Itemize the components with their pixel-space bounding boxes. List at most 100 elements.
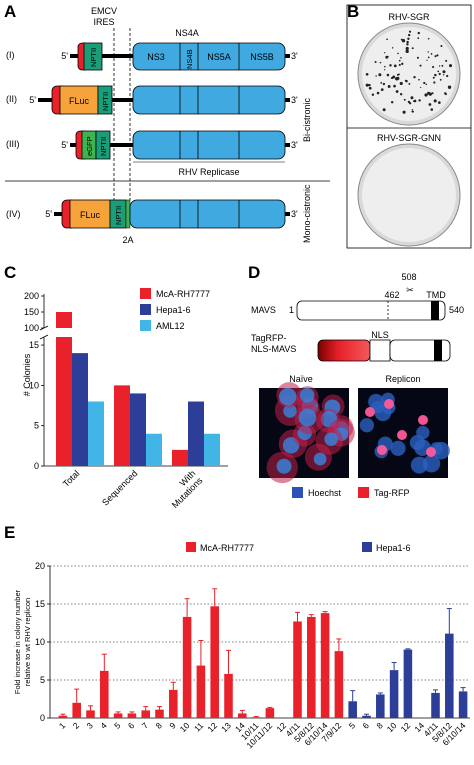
nucleus: [409, 435, 426, 451]
colony-dot: [393, 64, 397, 68]
monocistronic-label: Mono-cistronic: [302, 184, 312, 243]
legend-label: McA-RH7777: [156, 289, 210, 299]
five-prime-label: 5': [29, 95, 36, 105]
colony-dot: [434, 55, 437, 58]
colony-dot: [401, 62, 404, 65]
position-540: 540: [449, 305, 464, 315]
x-tick-label: WithMutations: [163, 468, 205, 510]
hoechst-swatch: [292, 487, 303, 498]
colony-dot: [398, 59, 401, 62]
egfp-label: eGFP: [85, 136, 94, 156]
colony-dot: [445, 93, 448, 96]
colony-dot: [445, 59, 448, 62]
y-tick-label: 15: [35, 599, 45, 609]
colony-dots: [365, 30, 453, 114]
nucleus: [422, 454, 441, 473]
ns5a-label: NS5A: [207, 52, 231, 62]
y-tick-label: 5: [40, 675, 45, 685]
colony-dot: [391, 47, 394, 49]
y-tick-label: 200: [24, 291, 39, 301]
colony-dot: [412, 100, 415, 102]
bar: [389, 670, 399, 718]
bar: [56, 312, 72, 328]
nucleus: [390, 440, 406, 456]
five-prime-label: 5': [61, 140, 68, 150]
ns3-label: NS3: [147, 52, 165, 62]
bar: [320, 613, 330, 718]
nucleus: [276, 458, 292, 474]
panel-c-chart: 0 5 10 15 100 150 200 Total Sequenced WithMutatio…: [24, 291, 228, 510]
construct-id: (III): [6, 139, 20, 149]
panel-b-letter: B: [347, 2, 359, 21]
legend-swatch-red: [140, 288, 151, 299]
mavs-bar: [296, 300, 446, 321]
bicistronic-label: Bi-cistronic: [302, 97, 312, 142]
colony-dot: [408, 30, 412, 33]
colony-dot: [413, 75, 416, 79]
tmd-label: TMD: [426, 290, 446, 300]
bar: [348, 701, 357, 718]
colony-dot: [427, 91, 431, 95]
y-tick-label: 0: [34, 461, 39, 471]
bar: [196, 665, 206, 718]
bar: [155, 709, 164, 718]
bar: [88, 401, 104, 466]
panel-c-letter: C: [4, 263, 16, 282]
colony-dot: [399, 81, 403, 86]
colony-dot: [411, 47, 414, 50]
position-508: 508: [401, 272, 416, 282]
colony-dot: [386, 73, 390, 77]
y-tick-label: 100: [24, 323, 39, 333]
colony-dot: [401, 39, 406, 43]
colony-dot: [368, 83, 371, 87]
colony-dot: [418, 78, 420, 81]
legend-swatch-blue: [362, 542, 372, 552]
colony-dot: [439, 78, 442, 81]
x-tick-label: 3: [84, 720, 95, 731]
colony-dot: [412, 110, 415, 113]
legend-label: McA-RH7777: [200, 543, 254, 553]
bar: [445, 633, 454, 718]
panel-a: A EMCV IRES NS4A (I) 5' NPTII NS3 NS4B N…: [4, 2, 330, 245]
dish2-label: RHV-SGR-GNN: [377, 133, 441, 143]
legend-swatch-light: [140, 320, 151, 331]
nls-block: [369, 339, 391, 362]
2a-block: [125, 199, 131, 229]
bar: [210, 606, 219, 718]
dish1-inner: [362, 27, 456, 121]
five-prime-label: 5': [45, 209, 52, 219]
colony-dot: [365, 72, 369, 76]
tagrfp-label-2: NLS-MAVS: [251, 344, 296, 354]
colony-dot: [387, 55, 389, 58]
colony-dot: [426, 59, 428, 61]
colony-dot: [407, 100, 411, 104]
bar: [56, 337, 72, 466]
dish2-inner: [362, 148, 456, 242]
x-tick-label: 9: [167, 720, 178, 731]
bar: [188, 401, 204, 466]
construct-row-2: (II) 5' FLuc NPTII 3': [6, 85, 298, 115]
colony-dot: [433, 99, 437, 103]
replicase-block: [132, 85, 286, 115]
nuclear-rfp: [365, 407, 375, 417]
panel-a-letter: A: [4, 2, 16, 21]
colony-dot: [400, 56, 402, 59]
colony-dot: [374, 60, 377, 64]
bar: [403, 649, 413, 718]
bar: [251, 717, 261, 718]
colony-dot: [438, 65, 441, 67]
bar: [293, 621, 302, 718]
nucleus: [432, 441, 450, 460]
colony-dot: [371, 93, 375, 96]
colony-dot: [397, 52, 399, 55]
x-tick-label: 2: [71, 720, 82, 731]
colony-dot: [431, 92, 434, 95]
axis-break: [39, 334, 49, 340]
mavs-label: MAVS: [251, 305, 276, 315]
nptii-label: NPTII: [99, 137, 108, 156]
colony-dot: [382, 82, 386, 86]
nucleus: [359, 418, 374, 433]
colony-dot: [436, 54, 439, 57]
x-tick-label: 13: [219, 720, 233, 734]
